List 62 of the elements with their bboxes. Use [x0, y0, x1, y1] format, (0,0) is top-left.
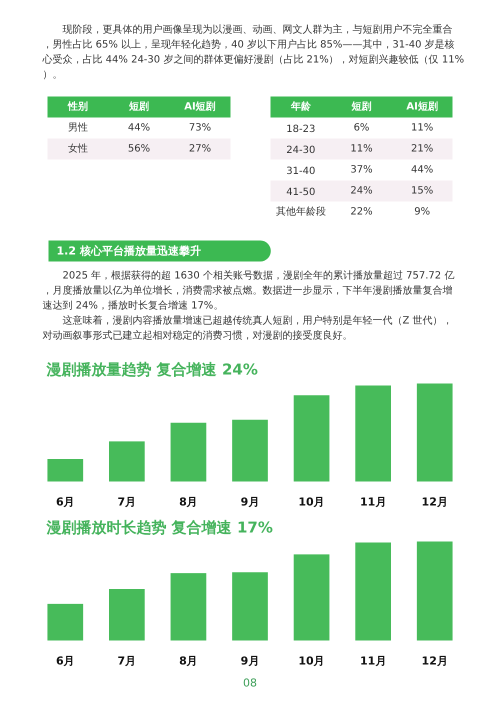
category-label: 短剧 — [128, 100, 149, 112]
text: 21% — [411, 144, 434, 154]
category-label: 女性 — [68, 144, 88, 154]
category-label: AI短剧 — [406, 100, 438, 112]
category-label: 其他年龄段 — [276, 206, 326, 218]
x-tick-label: 10月 — [298, 654, 325, 668]
text: 年龄 — [290, 100, 312, 112]
category-label: 18-23 — [286, 124, 316, 135]
x-tick-label: 8月 — [179, 496, 198, 508]
x-tick-label: 8月 — [179, 654, 198, 668]
x-tick-label: 12月 — [422, 654, 448, 668]
bar — [170, 422, 206, 482]
text: 08 — [243, 676, 257, 690]
text: 1.2 核心平台播放量迅速攀升 — [56, 244, 201, 258]
text: 37% — [350, 164, 373, 176]
text: 2025 年，根据获得的超 1630 个相关账号数据，漫剧全年的累计播放量超过 757.72 亿，月度播放量以亿为单位增长，消费需求被点燃。数据进一步显示，下半年漫剧播放量复合增速达到 24%，播放时长复合增速 17%。 — [42, 270, 454, 312]
x-tick-label: 7月 — [118, 496, 136, 508]
x-tick-label: 6月 — [56, 654, 75, 668]
text: 这意味着，漫剧内容播放量增速已超越传统真人短剧，用户特别是年轻一代（Z 世代），对动画叙事形式已建立起相对稳定的消费习惯，对漫剧的接受度良好。 — [42, 314, 453, 342]
bar — [47, 604, 84, 640]
bar — [109, 589, 145, 640]
x-tick-label: 12月 — [422, 496, 448, 508]
text: 15% — [411, 186, 434, 196]
text: 24% — [350, 186, 373, 196]
text: 9% — [414, 206, 430, 218]
bar — [416, 384, 453, 482]
bar — [232, 420, 268, 482]
bar — [294, 395, 330, 482]
text: 44% — [128, 122, 150, 134]
text: 44% — [411, 164, 434, 176]
text: 6% — [354, 122, 370, 134]
x-tick-label: 10月 — [298, 496, 325, 508]
text: 性别 — [67, 100, 88, 112]
text: 73% — [188, 122, 212, 134]
text: 56% — [128, 144, 150, 154]
category-label: 41-50 — [286, 187, 316, 198]
category-label: 短剧 — [350, 100, 372, 112]
x-tick-label: 9月 — [240, 654, 260, 668]
x-tick-label: 11月 — [360, 496, 386, 508]
bar — [47, 458, 84, 482]
bar — [294, 554, 330, 640]
text: 11% — [350, 144, 373, 154]
bar — [109, 441, 145, 482]
bar — [232, 572, 268, 640]
bar — [170, 573, 206, 640]
chart-title: 漫剧播放量趋势 复合增速 24% — [46, 360, 258, 378]
text: 11% — [411, 122, 434, 134]
x-tick-label: 7月 — [118, 654, 136, 668]
bar — [416, 542, 453, 640]
x-tick-label: 6月 — [56, 496, 75, 508]
category-label: 31-40 — [286, 166, 316, 177]
x-tick-label: 11月 — [360, 654, 386, 668]
text: 27% — [188, 144, 212, 154]
chart-title: 漫剧播放时长趋势 复合增速 17% — [46, 518, 273, 536]
bar — [355, 542, 391, 640]
category-label: 24-30 — [286, 145, 316, 156]
category-label: 男性 — [68, 122, 88, 134]
x-tick-label: 9月 — [240, 496, 260, 508]
text: 22% — [350, 206, 373, 218]
category-label: AI短剧 — [184, 100, 216, 112]
text: 现阶段，更具体的用户画像呈现为以漫画、动画、网文人群为主，与短剧用户不完全重合，男性占比 65% 以上，呈现年轻化趋势，40 岁以下用户占比 85%——其中，31-40 岁是核心受众，占比 44% 24-30 岁之间的群体更偏好漫剧（占比 21%），对短剧兴趣较低（仅 11%）。 — [42, 24, 464, 80]
bar — [355, 385, 391, 482]
